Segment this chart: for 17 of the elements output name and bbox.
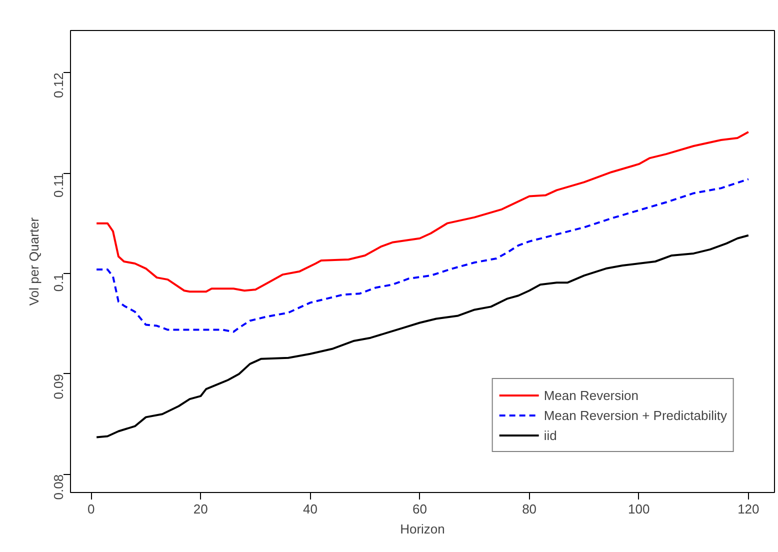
x-tick-label: 60 [412, 502, 427, 516]
y-tick-label: 0.1 [51, 274, 66, 292]
y-tick-label: 0.11 [51, 173, 66, 198]
x-tick-label: 120 [738, 502, 760, 516]
y-tick-label: 0.08 [51, 474, 66, 500]
x-tick-label: 80 [522, 502, 537, 516]
legend-label: iid [544, 428, 558, 442]
y-tick-label: 0.09 [51, 374, 66, 400]
x-tick-label: 100 [628, 502, 650, 516]
legend-label: Mean Reversion + Predictability [544, 408, 727, 422]
x-tick-label: 40 [302, 502, 318, 516]
y-axis-title: Vol per Quarter [26, 216, 42, 306]
legend-label: Mean Reversion [544, 388, 638, 402]
x-axis-title: Horizon [400, 522, 445, 536]
x-tick-label: 0 [87, 502, 95, 516]
y-tick-label: 0.12 [51, 72, 66, 98]
x-tick-label: 20 [193, 502, 208, 516]
